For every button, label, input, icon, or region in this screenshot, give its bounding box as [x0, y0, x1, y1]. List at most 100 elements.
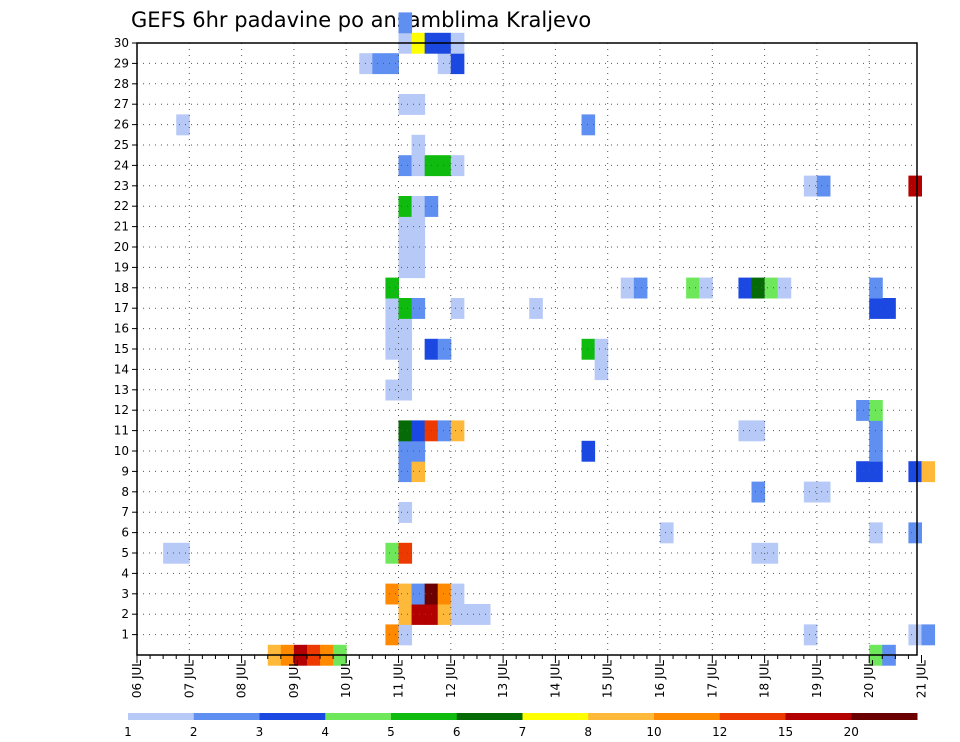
- precip-cell-9: [398, 624, 413, 646]
- legend-label-2: 3: [256, 725, 264, 739]
- precip-cell-45: [398, 440, 413, 462]
- y-tick-label-19: 19: [114, 260, 129, 274]
- legend-label-0: 1: [124, 725, 132, 739]
- y-tick-label-16: 16: [114, 322, 129, 336]
- precip-cell-69: [385, 318, 399, 340]
- legend-label-3: 4: [321, 725, 329, 739]
- precip-cell-29: [398, 542, 413, 564]
- precip-cell-30: [751, 542, 766, 564]
- y-tick-label-6: 6: [121, 526, 129, 540]
- x-tick-label-12: 18 JUL: [758, 660, 772, 698]
- x-tick-label-4: 10 JUL: [339, 660, 353, 698]
- precip-cell-94: [398, 196, 413, 217]
- precip-cell-72: [398, 298, 413, 319]
- precip-cell-12: [921, 624, 936, 646]
- precip-cell-110: [359, 53, 373, 75]
- precip-cell-88: [398, 257, 413, 279]
- precip-cell-28: [385, 542, 399, 564]
- legend-swatch-2: [259, 713, 326, 720]
- precip-cell-78: [385, 277, 399, 299]
- precip-cell-61: [398, 359, 413, 381]
- legend-swatch-10: [785, 713, 852, 720]
- precip-cell-95: [411, 196, 426, 217]
- precip-cell-109: [411, 94, 426, 115]
- precip-cell-99: [908, 175, 922, 197]
- legend-swatch-0: [128, 713, 195, 720]
- legend-label-5: 6: [453, 725, 461, 739]
- y-tick-label-18: 18: [114, 281, 129, 295]
- precip-cell-120: [398, 12, 413, 34]
- y-tick-label-24: 24: [114, 158, 129, 172]
- precip-cell-71: [385, 298, 399, 319]
- precip-cell-98: [816, 175, 831, 197]
- y-tick-label-10: 10: [114, 444, 129, 458]
- y-tick-label-27: 27: [114, 97, 129, 111]
- y-tick-label-8: 8: [121, 485, 129, 499]
- x-tick-label-5: 11 JUL: [392, 660, 406, 698]
- precip-cell-79: [620, 277, 635, 299]
- legend-label-8: 10: [646, 725, 661, 739]
- precip-cell-68: [594, 338, 609, 360]
- precip-cell-16: [437, 604, 452, 625]
- precip-cell-106: [176, 114, 190, 136]
- precip-cell-37: [751, 481, 766, 503]
- precip-cell-93: [411, 216, 426, 238]
- precip-cell-22: [411, 583, 426, 605]
- y-tick-label-20: 20: [114, 240, 129, 254]
- precip-cell-112: [385, 53, 399, 75]
- precip-cell-75: [529, 298, 543, 319]
- precip-cell-89: [411, 257, 426, 279]
- precip-cell-11: [908, 624, 922, 646]
- legend-swatch-9: [719, 713, 786, 720]
- x-tick-label-8: 14 JUL: [548, 660, 562, 698]
- precip-cell-44: [921, 461, 936, 483]
- x-tick-label-1: 07 JUL: [182, 660, 196, 698]
- y-tick-label-26: 26: [114, 118, 129, 132]
- precip-cell-85: [764, 277, 779, 299]
- grid-lines: [137, 43, 917, 655]
- x-tick-label-7: 13 JUL: [496, 660, 510, 698]
- precip-cell-92: [398, 216, 413, 238]
- legend-swatch-6: [522, 713, 589, 720]
- legend-label-7: 8: [584, 725, 592, 739]
- x-tick-label-3: 09 JUL: [287, 660, 301, 698]
- precip-cell-66: [437, 338, 452, 360]
- legend-swatch-7: [588, 713, 655, 720]
- legend-label-4: 5: [387, 725, 395, 739]
- precip-cell-113: [437, 53, 452, 75]
- x-tick-label-11: 17 JUL: [705, 660, 719, 698]
- precip-cell-59: [385, 379, 399, 401]
- x-axis: 06 JUL 07 JUL 08 JUL 09 JUL 10 JUL 11 JUL 12 J…: [130, 655, 929, 698]
- y-tick-label-13: 13: [114, 383, 129, 397]
- precip-cell-70: [398, 318, 413, 340]
- legend-swatch-1: [193, 713, 260, 720]
- y-tick-label-21: 21: [114, 220, 129, 234]
- y-tick-label-7: 7: [121, 505, 129, 519]
- precip-cell-108: [398, 94, 413, 115]
- precip-cell-104: [450, 155, 465, 177]
- precip-cell-90: [398, 236, 413, 258]
- precip-cell-101: [411, 155, 426, 177]
- precip-cell-31: [764, 542, 779, 564]
- legend-label-6: 7: [519, 725, 527, 739]
- precip-cell-18: [463, 604, 478, 625]
- precip-cell-86: [777, 277, 792, 299]
- precip-cell-62: [594, 359, 609, 381]
- precip-cell-27: [176, 542, 190, 564]
- precip-cell-25: [450, 583, 465, 605]
- precip-cell-20: [385, 583, 399, 605]
- x-tick-label-14: 20 JUL: [862, 660, 876, 698]
- y-tick-label-4: 4: [121, 566, 129, 580]
- precip-cell-34: [908, 522, 922, 544]
- precip-cell-46: [411, 440, 426, 462]
- y-tick-label-3: 3: [121, 587, 129, 601]
- legend-label-10: 15: [778, 725, 793, 739]
- precip-cell-14: [411, 604, 426, 625]
- y-tick-label-9: 9: [121, 464, 129, 478]
- precip-cell-17: [450, 604, 465, 625]
- precip-cell-73: [411, 298, 426, 319]
- x-tick-label-6: 12 JUL: [444, 660, 458, 698]
- precip-cell-67: [581, 338, 596, 360]
- y-tick-label-14: 14: [114, 362, 129, 376]
